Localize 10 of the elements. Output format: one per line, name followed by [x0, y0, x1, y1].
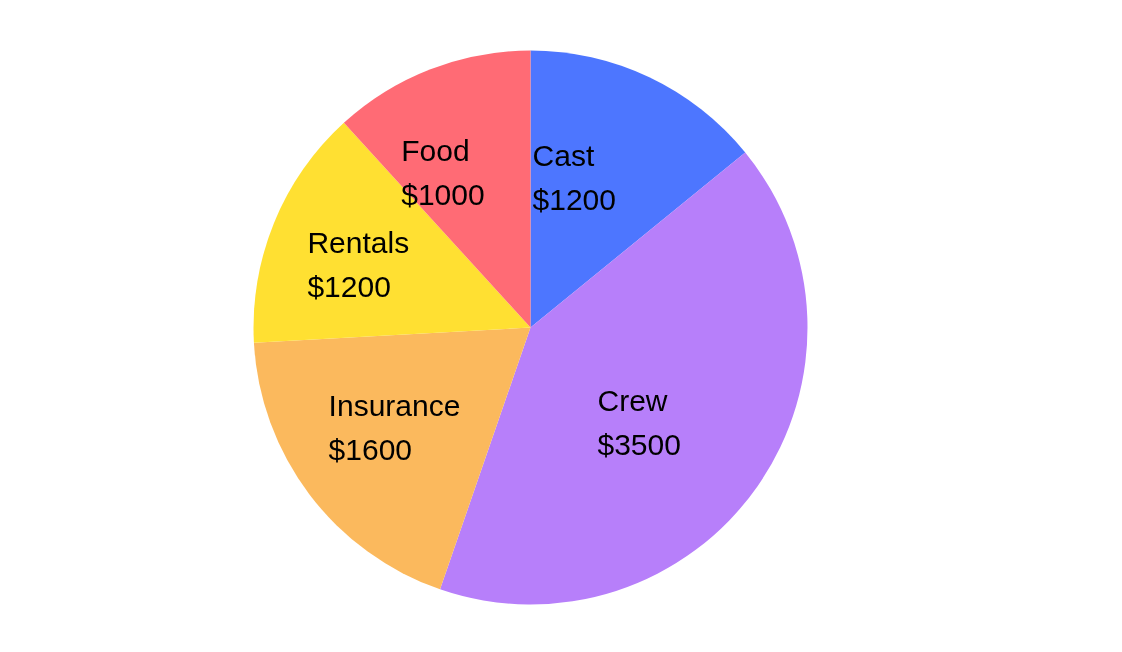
slice-label: Insurance: [328, 389, 461, 423]
slice-label: Food: [401, 133, 470, 167]
data-label: $1200: [532, 182, 617, 216]
data-label: $1600: [328, 433, 413, 467]
slice-label: Cast: [532, 138, 595, 172]
data-label: $1000: [401, 178, 485, 212]
data-label: $1200: [307, 270, 391, 304]
slice-label: Rentals: [307, 226, 410, 260]
data-label: $3500: [597, 428, 681, 462]
slice-label: Crew: [597, 384, 668, 418]
